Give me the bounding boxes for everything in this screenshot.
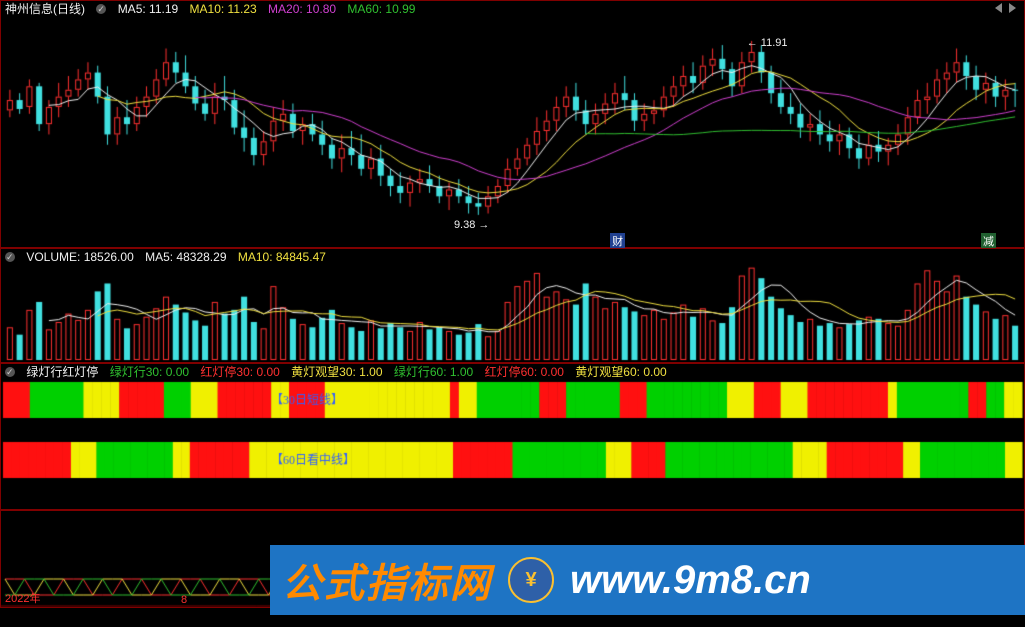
next-icon[interactable] xyxy=(1009,3,1016,13)
sig-title: 绿灯行红灯停 xyxy=(26,365,98,379)
watermark-text-1: 公式指标网 xyxy=(282,551,492,609)
volume-panel[interactable]: VOLUME: 18526.00 MA5: 48328.29 MA10: 848… xyxy=(0,248,1025,363)
vol-ma5-label: MA5: 48328.29 xyxy=(145,250,226,264)
watermark-text-2: www.9m8.cn xyxy=(570,558,811,603)
axis-month: 8 xyxy=(181,594,187,606)
axis-year: 2022年 xyxy=(5,590,40,606)
volume-canvas[interactable] xyxy=(1,263,1024,362)
g60-label: 绿灯行60: 1.00 xyxy=(394,365,473,379)
signal-panel[interactable]: 绿灯行红灯停 绿灯行30: 0.00 红灯停30: 0.00 黄灯观望30: 1… xyxy=(0,363,1025,510)
prev-icon[interactable] xyxy=(995,3,1002,13)
y60-label: 黄灯观望60: 0.00 xyxy=(575,365,666,379)
vol-label: VOLUME: 18526.00 xyxy=(26,250,133,264)
r30-label: 红灯停30: 0.00 xyxy=(200,365,279,379)
check-icon xyxy=(96,4,106,14)
ma10-label: MA10: 11.23 xyxy=(190,2,257,16)
check-icon xyxy=(5,367,15,377)
vol-ma10-label: MA10: 84845.47 xyxy=(238,250,326,264)
watermark-banner: 公式指标网 ¥ www.9m8.cn xyxy=(270,545,1025,615)
watermark-badge-icon: ¥ xyxy=(508,557,554,603)
stock-name: 神州信息(日线) xyxy=(5,2,85,16)
check-icon xyxy=(5,252,15,262)
kline-canvas[interactable] xyxy=(1,15,1024,247)
signal-canvas[interactable] xyxy=(1,378,1024,509)
g30-label: 绿灯行30: 0.00 xyxy=(110,365,189,379)
ma20-label: MA20: 10.80 xyxy=(268,2,336,16)
stock-chart-app: { "dims":{"w":1025,"h":627}, "colors":{ … xyxy=(0,0,1025,627)
ma60-label: MA60: 10.99 xyxy=(347,2,415,16)
ma5-label: MA5: 11.19 xyxy=(118,2,178,16)
kline-panel[interactable]: 神州信息(日线) MA5: 11.19 MA10: 11.23 MA20: 10… xyxy=(0,0,1025,248)
y30-label: 黄灯观望30: 1.00 xyxy=(291,365,382,379)
r60-label: 红灯停60: 0.00 xyxy=(485,365,564,379)
